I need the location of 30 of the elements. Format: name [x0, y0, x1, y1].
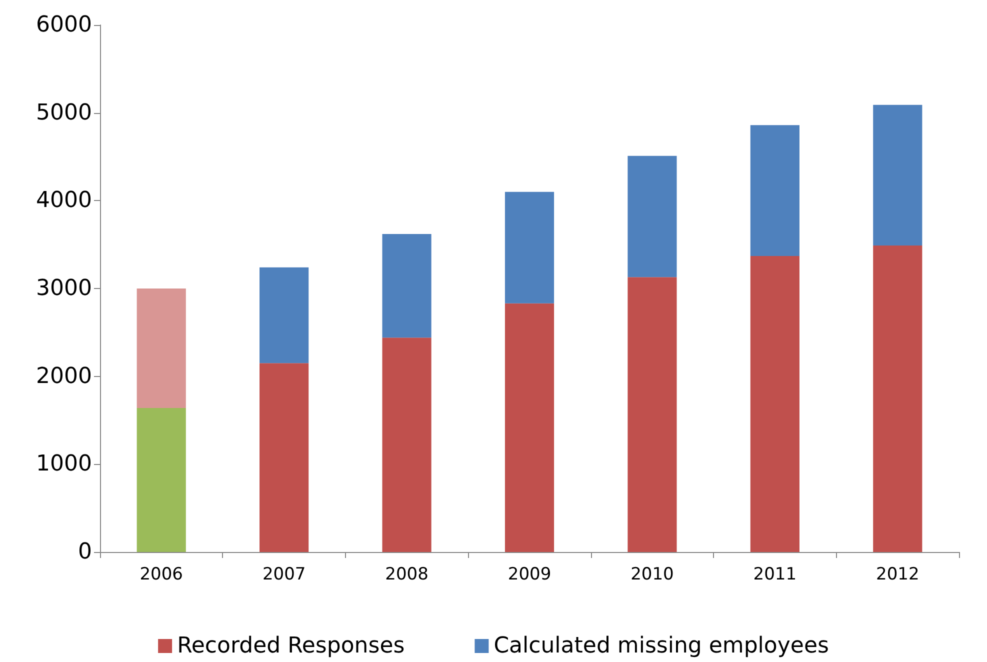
bar	[750, 125, 800, 256]
legend-label: Calculated missing employees	[494, 634, 829, 658]
y-tick-label: 2000	[36, 364, 92, 389]
x-tick-label: 2009	[508, 564, 552, 584]
bar	[504, 192, 554, 304]
bar	[260, 363, 309, 552]
x-tick-label: 2006	[140, 564, 183, 584]
x-tick-label: 2007	[262, 564, 306, 584]
bar	[750, 256, 800, 552]
bar	[136, 288, 186, 408]
y-tick-label: 5000	[36, 100, 92, 126]
x-tick-label: 2012	[876, 564, 920, 584]
bar	[628, 156, 677, 278]
bar	[628, 277, 677, 552]
y-tick-label: 6000	[36, 12, 92, 38]
bar	[873, 245, 922, 552]
legend-label: Recorded Responses	[177, 634, 405, 658]
bar	[873, 104, 922, 246]
bar	[504, 303, 554, 552]
y-tick-label: 0	[78, 540, 92, 564]
x-tick-label: 2011	[753, 564, 797, 584]
x-tick-label: 2010	[630, 564, 674, 584]
y-tick-label: 3000	[36, 276, 92, 301]
y-tick-label: 1000	[36, 452, 92, 477]
y-tick-label: 4000	[36, 188, 92, 214]
x-tick-label: 2008	[385, 564, 428, 584]
bar	[260, 267, 309, 364]
bar	[382, 234, 432, 338]
bar	[136, 408, 186, 552]
bar	[382, 338, 432, 552]
